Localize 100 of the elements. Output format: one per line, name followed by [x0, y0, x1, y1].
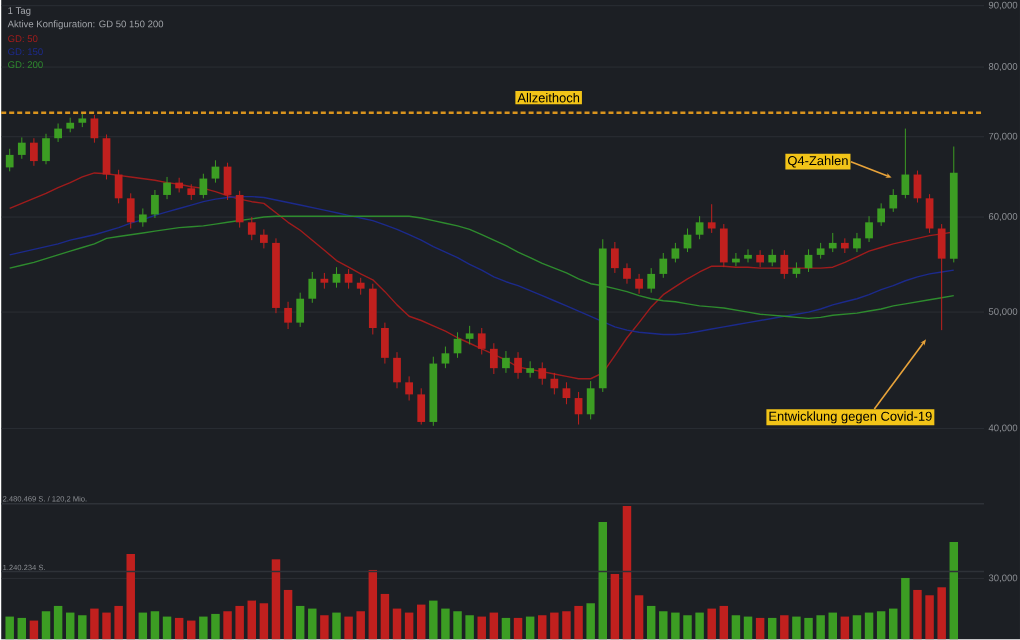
bar	[187, 620, 196, 640]
bar	[5, 616, 14, 640]
bar	[755, 618, 765, 640]
candlestick	[756, 250, 764, 269]
bar	[247, 600, 256, 640]
candlestick	[17, 137, 26, 160]
candlestick	[695, 216, 704, 241]
bar	[876, 611, 886, 640]
candlestick	[405, 376, 413, 402]
bar	[368, 570, 378, 640]
bar	[259, 603, 269, 640]
candlestick	[889, 189, 898, 213]
bar	[719, 606, 729, 640]
candlestick	[707, 204, 716, 234]
bar	[138, 612, 148, 640]
bar	[320, 615, 329, 640]
bar	[828, 612, 837, 640]
bar	[271, 559, 281, 640]
candlestick	[151, 189, 159, 219]
candlestick	[163, 176, 171, 201]
candlestick	[90, 114, 99, 144]
bar	[489, 612, 499, 640]
candlestick	[465, 325, 474, 346]
bar	[949, 542, 959, 640]
candlestick	[393, 352, 401, 390]
bar	[17, 618, 27, 640]
candlestick	[514, 352, 522, 380]
bar	[852, 615, 862, 640]
bar	[332, 612, 341, 640]
bar	[634, 595, 644, 640]
bar	[477, 616, 486, 640]
bar	[295, 606, 305, 640]
bar	[598, 522, 608, 640]
bar	[780, 615, 789, 640]
bar	[404, 612, 414, 640]
bar	[65, 612, 75, 640]
candlestick	[647, 268, 656, 294]
candlestick	[344, 268, 353, 290]
bar	[586, 603, 595, 640]
candlestick	[901, 128, 910, 200]
candlestick	[502, 350, 510, 374]
candlestick	[550, 372, 559, 396]
candlestick	[586, 380, 595, 421]
bar	[622, 506, 632, 640]
candlestick	[102, 134, 111, 181]
candlestick	[877, 203, 886, 227]
candlestick	[828, 232, 837, 253]
bar	[150, 611, 160, 640]
candlestick	[199, 173, 208, 200]
bar	[731, 615, 741, 640]
candlestick	[538, 362, 547, 386]
candlestick	[211, 160, 220, 184]
bar	[525, 616, 535, 640]
candlestick	[368, 283, 377, 336]
candlestick	[611, 241, 619, 274]
candlestick	[284, 301, 292, 330]
bar	[889, 608, 898, 640]
candlestick	[332, 267, 341, 289]
bar	[162, 616, 172, 640]
candlestick	[671, 242, 680, 264]
candlestick	[296, 292, 305, 328]
candlestick	[417, 388, 426, 426]
bar	[767, 618, 777, 640]
candlestick	[526, 361, 535, 379]
candlestick	[42, 133, 50, 166]
bar	[646, 606, 656, 640]
bar	[308, 608, 317, 640]
candlestick	[719, 223, 728, 269]
candlestick	[489, 343, 498, 375]
candlestick	[126, 193, 135, 230]
bar	[29, 620, 39, 640]
bar	[707, 608, 716, 640]
bar	[41, 611, 51, 640]
candlestick	[259, 229, 268, 250]
bar	[78, 615, 87, 640]
candlestick	[623, 263, 631, 285]
candlestick	[54, 123, 62, 143]
candlestick	[308, 271, 317, 304]
candlestick	[853, 232, 861, 253]
candlestick	[659, 252, 668, 279]
candlestick	[381, 322, 389, 365]
candlestick	[247, 216, 256, 242]
bar	[392, 608, 402, 640]
bar	[538, 615, 547, 640]
bar	[501, 618, 511, 640]
bar	[864, 612, 874, 640]
candlestick	[865, 216, 873, 243]
candlestick	[5, 148, 14, 173]
candlestick	[562, 382, 571, 406]
bar	[416, 604, 426, 640]
candlestick	[780, 250, 789, 280]
bar	[513, 618, 523, 640]
bar	[174, 618, 184, 640]
candlestick	[925, 194, 934, 234]
bar	[743, 616, 753, 640]
candlestick	[30, 138, 38, 167]
candlestick	[441, 346, 450, 370]
candlestick	[937, 223, 946, 331]
candlestick	[138, 208, 147, 228]
bar	[53, 606, 63, 640]
